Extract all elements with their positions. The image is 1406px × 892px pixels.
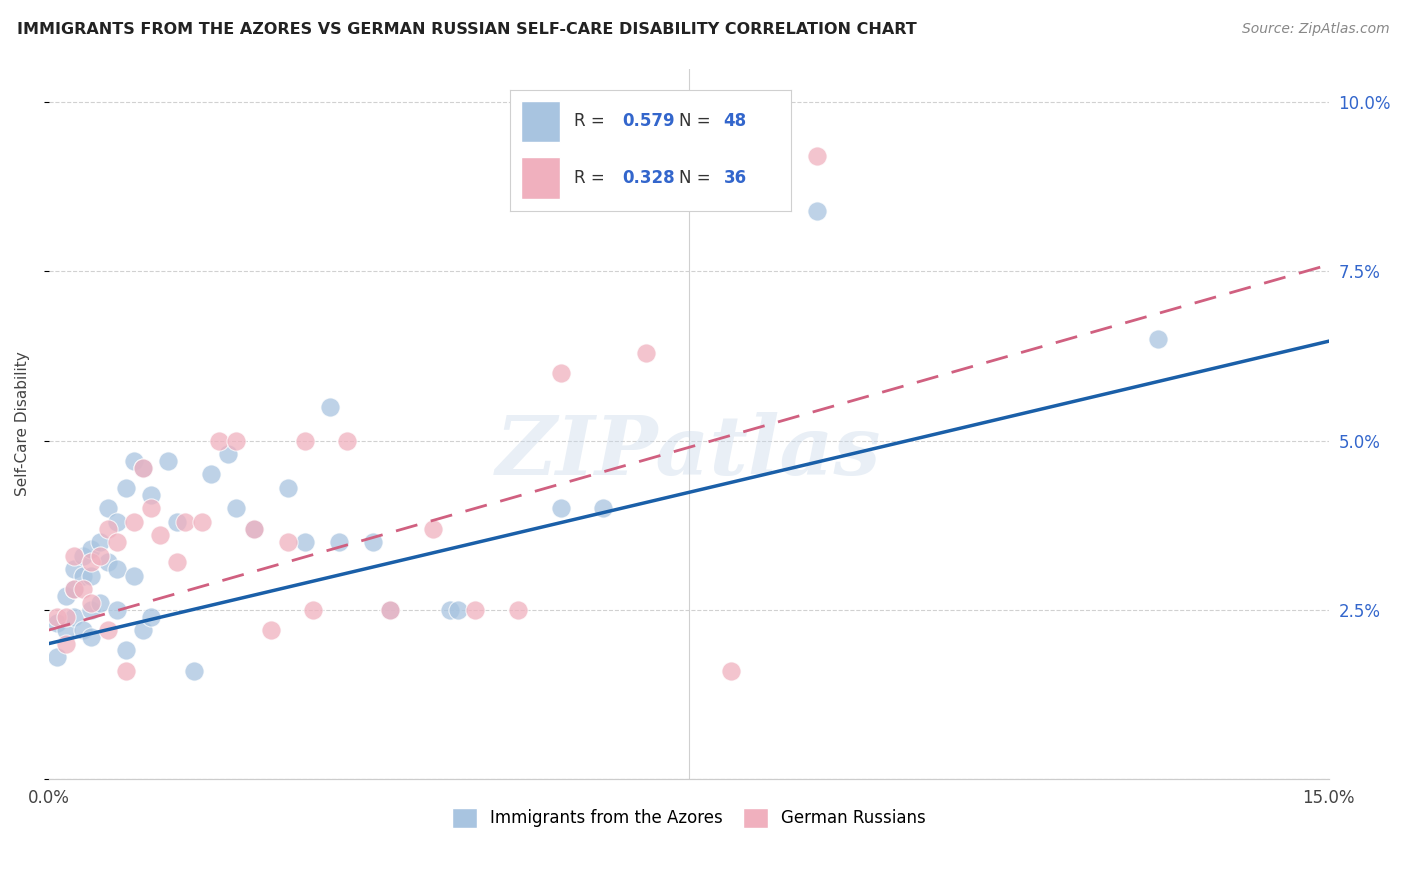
Point [183,664,205,678]
Point [174,515,197,529]
Point [242,522,264,536]
Point [378,603,401,617]
Point [97,556,120,570]
Point [447,603,470,617]
Point [464,603,486,617]
Point [122,569,145,583]
Y-axis label: Self-Care Disability: Self-Care Disability [15,351,30,496]
Point [166,515,188,529]
Point [225,434,247,448]
Point [1147,332,1170,346]
Point [141,501,163,516]
Point [294,434,316,448]
Text: ZIPatlas: ZIPatlas [496,412,882,492]
Point [105,603,128,617]
Point [550,366,572,380]
Point [80,541,103,556]
Point [80,603,103,617]
Point [166,556,188,570]
Point [361,535,384,549]
Point [55,609,77,624]
Point [97,501,120,516]
Point [46,616,69,631]
Point [319,400,342,414]
Point [277,535,299,549]
Point [200,467,222,482]
Point [141,488,163,502]
Point [97,522,120,536]
Point [114,664,136,678]
Point [46,650,69,665]
Point [63,582,86,597]
Point [336,434,359,448]
Point [72,582,94,597]
Point [80,596,103,610]
Point [63,549,86,563]
Point [72,549,94,563]
Point [550,501,572,516]
Point [242,522,264,536]
Point [72,569,94,583]
Point [422,522,444,536]
Point [806,149,828,163]
Point [89,596,111,610]
Point [439,603,461,617]
Point [720,664,742,678]
Point [141,609,163,624]
Point [149,528,172,542]
Point [225,501,247,516]
Point [131,460,153,475]
Point [55,623,77,637]
Text: IMMIGRANTS FROM THE AZORES VS GERMAN RUSSIAN SELF-CARE DISABILITY CORRELATION CH: IMMIGRANTS FROM THE AZORES VS GERMAN RUS… [17,22,917,37]
Point [97,623,120,637]
Point [592,501,614,516]
Point [80,556,103,570]
Point [131,460,153,475]
Point [294,535,316,549]
Point [89,535,111,549]
Point [277,481,299,495]
Point [63,582,86,597]
Point [80,630,103,644]
Point [506,603,529,617]
Point [80,569,103,583]
Point [89,549,111,563]
Point [378,603,401,617]
Point [328,535,350,549]
Point [806,203,828,218]
Text: Source: ZipAtlas.com: Source: ZipAtlas.com [1241,22,1389,37]
Point [217,447,239,461]
Point [46,609,69,624]
Point [122,454,145,468]
Point [55,589,77,603]
Point [105,535,128,549]
Point [259,623,281,637]
Point [105,515,128,529]
Point [122,515,145,529]
Point [114,643,136,657]
Point [131,623,153,637]
Point [63,609,86,624]
Point [72,623,94,637]
Point [191,515,214,529]
Point [105,562,128,576]
Point [63,562,86,576]
Point [636,345,658,359]
Point [302,603,325,617]
Point [55,637,77,651]
Point [157,454,180,468]
Legend: Immigrants from the Azores, German Russians: Immigrants from the Azores, German Russi… [446,801,932,835]
Point [114,481,136,495]
Point [208,434,231,448]
